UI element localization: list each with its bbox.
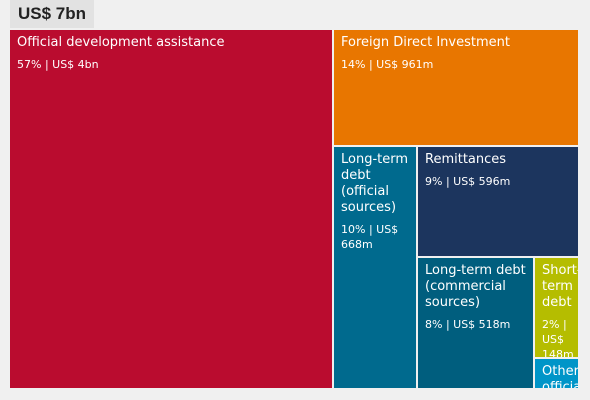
tile-oda[interactable]: Official development assistance 57% | US… (10, 30, 332, 388)
tile-remittances-value: 9% | US$ 596m (425, 175, 511, 188)
tile-ltd-commercial[interactable]: Long-term debt (commercial sources) 8% |… (418, 258, 533, 388)
tile-other-official[interactable]: Other official (535, 359, 578, 388)
tile-ltd-commercial-name: Long-term debt (commercial sources) (425, 263, 526, 310)
tile-oda-value: 57% | US$ 4bn (17, 58, 99, 71)
tile-short-term-debt-value: 2% | US$ 148m (542, 318, 574, 357)
tile-short-term-debt-name: Short-term debt (542, 263, 578, 310)
tile-ltd-official-name: Long-term debt (official sources) (341, 152, 409, 215)
total-header: US$ 7bn (10, 0, 95, 28)
tile-remittances[interactable]: Remittances 9% | US$ 596m (418, 147, 578, 256)
tile-fdi[interactable]: Foreign Direct Investment 14% | US$ 961m (334, 30, 578, 145)
tile-other-official-name: Other official (542, 364, 578, 388)
tile-short-term-debt[interactable]: Short-term debt 2% | US$ 148m (535, 258, 578, 357)
tile-ltd-official[interactable]: Long-term debt (official sources) 10% | … (334, 147, 416, 388)
tile-ltd-commercial-value: 8% | US$ 518m (425, 318, 511, 331)
tile-oda-name: Official development assistance (17, 35, 225, 50)
tile-fdi-name: Foreign Direct Investment (341, 35, 510, 50)
chart-title: US$ 7bn (18, 4, 87, 23)
tile-ltd-official-value: 10% | US$ 668m (341, 223, 399, 251)
tile-fdi-value: 14% | US$ 961m (341, 58, 434, 71)
tile-remittances-name: Remittances (425, 152, 507, 167)
